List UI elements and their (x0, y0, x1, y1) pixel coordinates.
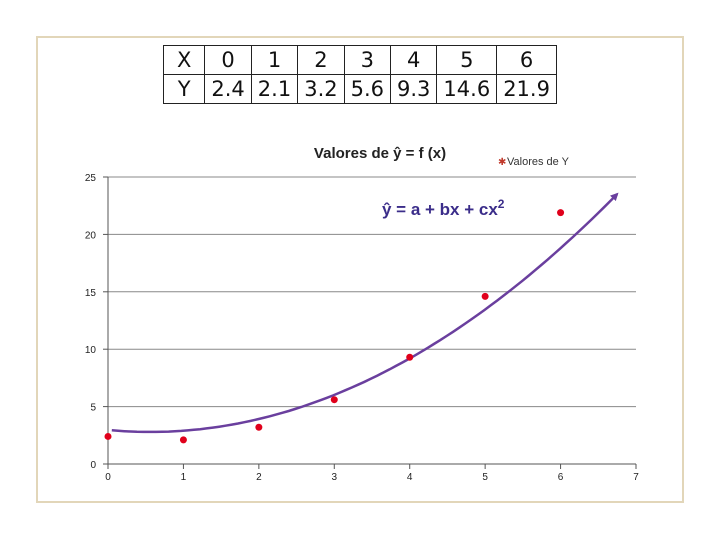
tick-labels: 0 5 10 15 20 25 0 1 2 3 4 5 6 7 (85, 173, 639, 483)
table-header-y: Y (162, 74, 206, 104)
chart-title: Valores de ŷ = f (x) (314, 145, 446, 162)
y-tick-label: 20 (85, 230, 97, 241)
x-tick-label: 3 (332, 472, 338, 483)
table-cell: 21.9 (496, 74, 557, 104)
chart-axes (103, 176, 637, 469)
x-tick-label: 7 (633, 472, 639, 483)
table-cell: 4 (390, 45, 438, 75)
y-tick-label: 15 (85, 288, 97, 299)
data-point (481, 292, 489, 300)
chart-legend: ✱ Valores de Y (498, 156, 570, 168)
table-cell: 14.6 (436, 74, 498, 104)
data-point (330, 396, 338, 404)
table-cell: 9.3 (390, 74, 438, 104)
grid-lines (108, 176, 636, 408)
data-points (104, 209, 565, 444)
table-header-x: X (162, 45, 206, 75)
x-tick-label: 1 (181, 472, 187, 483)
table-row-y: Y 2.4 2.1 3.2 5.6 9.3 14.6 21.9 (162, 74, 557, 104)
legend-marker-icon: ✱ (498, 157, 506, 168)
fit-equation: ŷ = a + bx + cx2 (382, 197, 505, 219)
legend-label: Valores de Y (507, 156, 570, 168)
table-cell: 5 (436, 45, 498, 75)
y-tick-label: 25 (85, 173, 97, 184)
data-point (406, 353, 414, 361)
table-cell: 5.6 (343, 74, 392, 104)
table-row-x: X 0 1 2 3 4 5 6 (162, 45, 557, 75)
table-cell: 2 (297, 45, 345, 75)
y-tick-label: 0 (90, 460, 96, 471)
table-cell: 0 (204, 45, 252, 75)
x-tick-label: 4 (407, 472, 413, 483)
fit-equation-exponent: 2 (498, 197, 505, 211)
x-tick-label: 6 (558, 472, 564, 483)
table-cell: 1 (250, 45, 299, 75)
table-cell: 2.1 (250, 74, 299, 104)
table-cell: 3 (343, 45, 392, 75)
fit-equation-text: ŷ = a + bx + cx (382, 200, 498, 219)
x-tick-label: 0 (105, 472, 111, 483)
table-cell: 6 (496, 45, 557, 75)
data-point (557, 209, 565, 217)
data-point (104, 432, 112, 440)
x-tick-label: 2 (256, 472, 262, 483)
y-tick-label: 10 (85, 345, 97, 356)
slide-frame (36, 36, 684, 503)
y-tick-label: 5 (90, 403, 96, 414)
x-tick-label: 5 (482, 472, 488, 483)
data-table: X 0 1 2 3 4 5 6 Y 2.4 2.1 3.2 5.6 9.3 14… (162, 45, 557, 104)
table-cell: 3.2 (297, 74, 345, 104)
fit-curve (111, 192, 619, 434)
data-point (255, 423, 263, 431)
scatter-chart: Valores de ŷ = f (x) ✱ Valores de Y 0510… (85, 145, 639, 483)
data-point (179, 436, 187, 444)
table-cell: 2.4 (204, 74, 252, 104)
